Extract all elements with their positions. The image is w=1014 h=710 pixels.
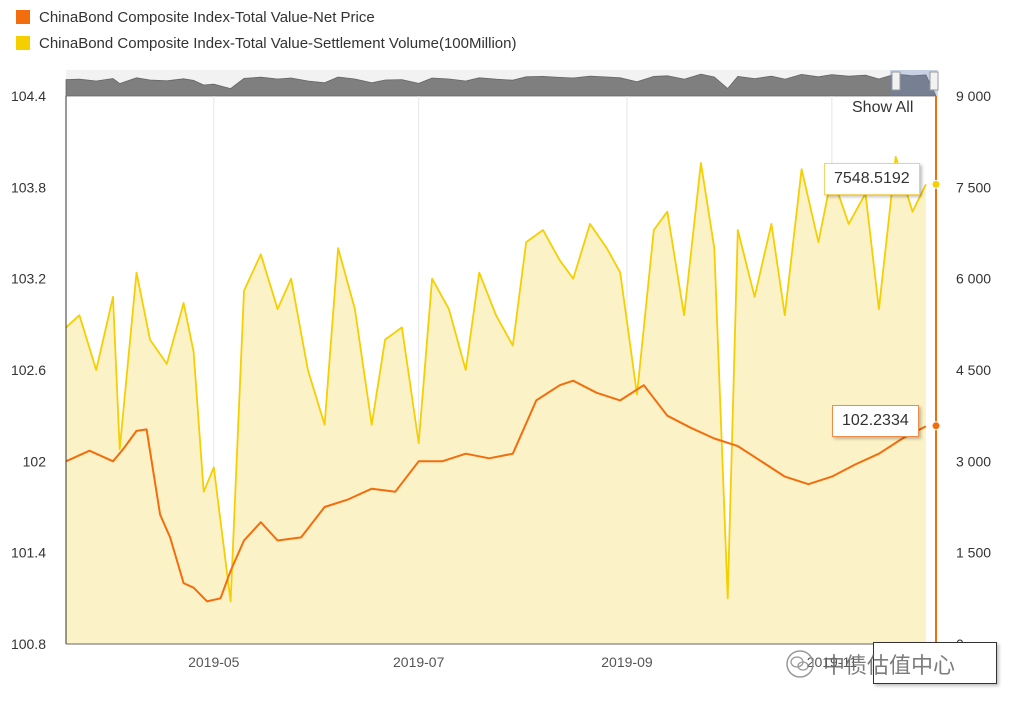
wechat-icon [786, 650, 814, 678]
watermark: 中债估值中心 [785, 648, 955, 680]
x-tick-label: 2019-09 [601, 654, 653, 670]
y-left-tick-label: 104.4 [11, 88, 46, 104]
y-left-tick-label: 100.8 [11, 636, 46, 652]
navigator-series [65, 73, 937, 97]
tooltip-volume: 7548.5192 [824, 163, 920, 195]
y-left-tick-label: 101.4 [11, 545, 46, 561]
y-left-tick-label: 103.8 [11, 179, 46, 195]
legend-item-volume[interactable]: ChinaBond Composite Index-Total Value-Se… [16, 30, 516, 56]
y-left-tick-label: 102 [23, 453, 47, 469]
legend-label-price: ChinaBond Composite Index-Total Value-Ne… [39, 8, 375, 26]
price-line [65, 379, 927, 603]
y-left-tick-label: 102.6 [11, 362, 46, 378]
y-right-tick-label: 3 000 [956, 453, 991, 469]
legend-swatch-volume [16, 36, 30, 50]
volume-marker [931, 179, 941, 189]
y-right-tick-label: 4 500 [956, 362, 991, 378]
x-tick-label: 2019-07 [393, 654, 445, 670]
y-right-tick-label: 1 500 [956, 545, 991, 561]
price-marker [931, 421, 941, 431]
volume-line [65, 156, 927, 603]
y-left-tick-label: 103.2 [11, 271, 46, 287]
legend: ChinaBond Composite Index-Total Value-Ne… [16, 4, 516, 56]
volume-area [66, 156, 926, 644]
y-right-tick-label: 9 000 [956, 88, 991, 104]
x-tick-label: 2019-11 [807, 654, 858, 670]
y-right-tick-label: 6 000 [956, 271, 991, 287]
legend-item-price[interactable]: ChinaBond Composite Index-Total Value-Ne… [16, 4, 516, 30]
x-tick-label: 2019-05 [188, 654, 240, 670]
y-right-tick-label: 7 500 [956, 179, 991, 195]
legend-swatch-price [16, 10, 30, 24]
navigator-handle-left [891, 71, 901, 91]
watermark-text: 中债估值中心 [823, 653, 956, 678]
show-all-button[interactable]: Show All [852, 99, 914, 116]
navigator-handle-right [929, 71, 939, 91]
tooltip-date [873, 642, 997, 684]
tooltip-price: 102.2334 [832, 405, 919, 437]
legend-label-volume: ChinaBond Composite Index-Total Value-Se… [39, 34, 517, 52]
